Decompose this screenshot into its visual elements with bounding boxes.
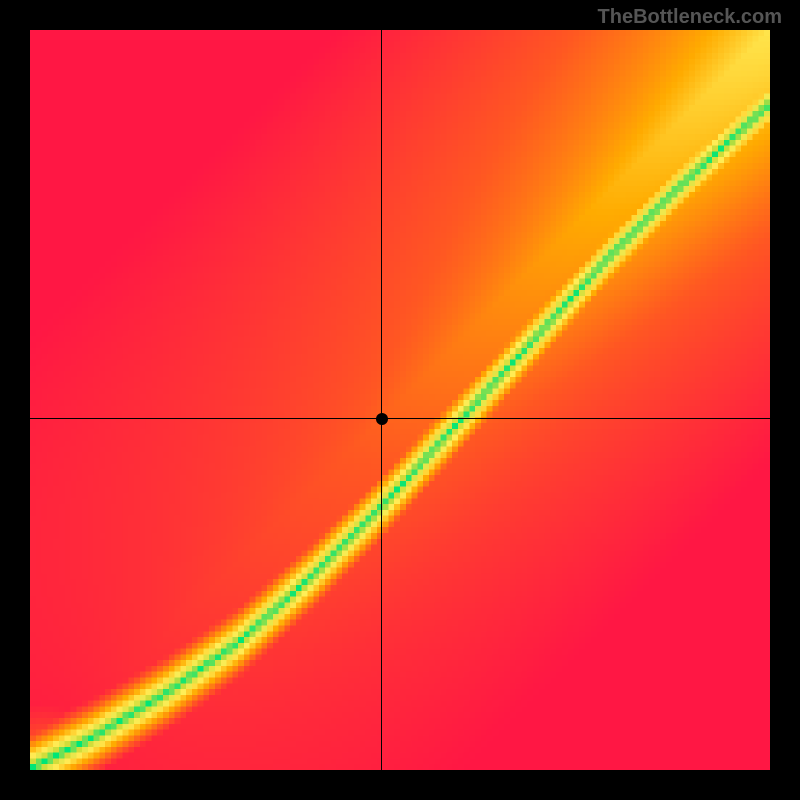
crosshair-vertical — [381, 30, 382, 770]
plot-area — [30, 30, 770, 770]
watermark-text: TheBottleneck.com — [598, 6, 782, 29]
data-point-marker — [376, 413, 388, 425]
chart-container: TheBottleneck.com — [0, 0, 800, 800]
crosshair-horizontal — [30, 418, 770, 419]
heatmap-canvas — [30, 30, 770, 770]
